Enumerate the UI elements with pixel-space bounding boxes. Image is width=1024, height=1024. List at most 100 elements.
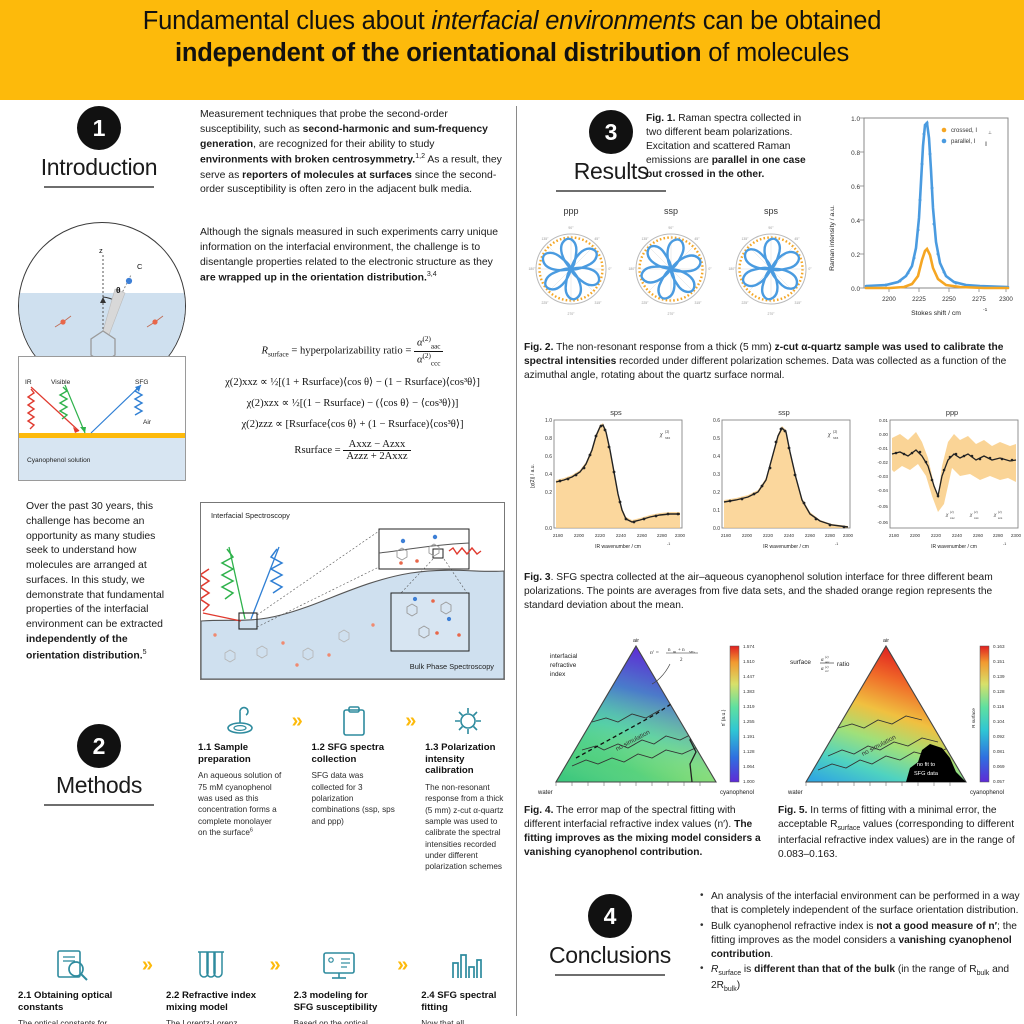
conclusion-3-sub-b: bulk	[976, 970, 990, 978]
fig3-sps-label: sps	[610, 408, 622, 417]
svg-text:1.0: 1.0	[545, 418, 552, 424]
polar-panel-ssp: ssp	[624, 206, 718, 327]
fig4-text: The error map of the spectral fitting wi…	[524, 805, 736, 831]
intro-paragraph-2: Although the signals measured in such ex…	[200, 226, 505, 287]
section-number-badge: 1	[77, 106, 121, 150]
svg-text:Stokes shift / cm: Stokes shift / cm	[911, 310, 961, 317]
intro-p2-text-a: Although the signals measured in such ex…	[200, 227, 499, 268]
svg-text:225°: 225°	[541, 301, 549, 305]
svg-text:1.447: 1.447	[743, 674, 755, 679]
conclusion-item-3: Rsurface is different than that of the b…	[698, 962, 1020, 994]
intro-p1-bold-b: environments with broken centrosymmetry.	[200, 154, 416, 166]
conclusion-1-text: An analysis of the interfacial environme…	[711, 891, 1020, 916]
intro-p2-bold-a: are wrapped up in the orientation distri…	[200, 272, 427, 284]
svg-text:-0.03: -0.03	[878, 474, 889, 479]
fig5-mask-label-2: SFG data	[914, 771, 939, 777]
svg-text:C: C	[137, 262, 143, 271]
methods-row1-text: 1.1 Sample preparation An aqueous soluti…	[198, 742, 510, 873]
eq-num-sub: aac	[430, 342, 441, 351]
fig5-sub: surface	[837, 825, 861, 833]
svg-text:0.8: 0.8	[545, 436, 552, 442]
svg-text:0.139: 0.139	[993, 674, 1005, 679]
method-step-2-1: 2.1 Obtaining optical constants The opti…	[18, 990, 129, 1024]
fig3-label: Fig. 3	[524, 572, 551, 583]
svg-text:2300: 2300	[843, 533, 854, 538]
method-body-text: Now that all components are in place, we…	[421, 1019, 465, 1024]
section-header-conclusions: 4 Conclusions	[530, 894, 690, 976]
svg-text:0.4: 0.4	[545, 472, 552, 478]
svg-text:0.2: 0.2	[851, 252, 860, 259]
svg-text:90°: 90°	[568, 226, 574, 230]
svg-text:parallel, I: parallel, I	[951, 139, 976, 145]
figure-5-caption: Fig. 5. In terms of fitting with a minim…	[778, 804, 1022, 862]
method-body-text: The optical constants for cyanophenol we…	[18, 1019, 108, 1024]
svg-text:(2): (2)	[825, 665, 829, 669]
section-number-badge: 4	[588, 894, 632, 938]
eq-den-sub: ccc	[430, 359, 441, 368]
svg-text:aac: aac	[825, 660, 830, 664]
equation-r-surface-definition: Rsurface = hyperpolarizability ratio = α…	[200, 335, 505, 367]
svg-text:0.128: 0.128	[993, 689, 1005, 694]
section-title: Conclusions	[549, 942, 671, 968]
eq-num-alpha: α	[416, 337, 423, 349]
beam-arrows-svg	[26, 384, 144, 434]
svg-text:45°: 45°	[694, 237, 700, 241]
svg-text:0.5: 0.5	[713, 436, 720, 442]
svg-text:2240: 2240	[616, 533, 627, 538]
fig4-title-3: index	[550, 671, 566, 678]
svg-text:1.574: 1.574	[743, 644, 755, 649]
polar-label-ssp: ssp	[663, 206, 678, 216]
svg-text:-1: -1	[983, 307, 988, 313]
svg-text:0.2: 0.2	[545, 490, 552, 496]
svg-text:χ: χ	[969, 512, 973, 518]
svg-text:2200: 2200	[574, 533, 585, 538]
figure-2-caption: Fig. 2. The non-resonant response from a…	[524, 341, 1020, 383]
figure-1-raman-plot: 1.0 0.8 0.6 0.4 0.2 0.0 2200 2225 2250 2275 230…	[820, 108, 1022, 330]
intro-p1-ref: 1,2	[415, 153, 426, 161]
fig4-bold: The fitting improves as the mixing model…	[524, 819, 761, 859]
orientation-diagram-svg: z C θ	[54, 246, 164, 388]
eq-sub-surface: surface	[267, 350, 289, 359]
svg-text:2250: 2250	[942, 296, 956, 303]
svg-text:2220: 2220	[763, 533, 774, 538]
svg-text:0.8: 0.8	[851, 150, 860, 157]
beam-label-air: Air	[143, 419, 152, 426]
svg-text:Raman intensity / a.u.: Raman intensity / a.u.	[829, 205, 836, 271]
method-step-body: Now that all components are in place, we…	[421, 1018, 510, 1024]
conclusion-3-text-c: (in the range of R	[895, 964, 977, 976]
svg-text:∥: ∥	[985, 141, 987, 147]
svg-text:0.1: 0.1	[713, 508, 720, 514]
svg-text:2180: 2180	[889, 533, 900, 538]
svg-text:2300: 2300	[999, 296, 1013, 303]
fig3-panel-ssp: ssp 0.60.50.4 0.30.	[713, 408, 854, 550]
svg-text:135°: 135°	[641, 237, 649, 241]
polar-svg-ssp: 90° 0° 270° 180° 45° 135° 225° 315°	[628, 226, 712, 316]
aside-text-a: Over the past 30 years, this challenge h…	[26, 501, 165, 631]
fig2-label: Fig. 2.	[524, 342, 554, 353]
figure-5-ternary-map: no fit to SFG data no simulation air wat…	[774, 632, 1022, 804]
fig5-svg: no fit to SFG data no simulation air wat…	[787, 638, 1005, 796]
polar-plot-row: ppp	[524, 206, 818, 327]
eq4-lhs: Rsurface =	[294, 445, 341, 457]
svg-text:0.057: 0.057	[993, 779, 1005, 784]
polar-panel-sps: sps	[724, 206, 818, 327]
method-step-title: 2.4 SFG spectral fitting	[421, 990, 497, 1013]
method-step-body: Based on the optical constants obtained,…	[293, 1019, 368, 1024]
svg-text:-1: -1	[1003, 542, 1006, 546]
method-step-body: SFG data was collected for 3 polarizatio…	[311, 771, 395, 826]
svg-text:2260: 2260	[805, 533, 816, 538]
svg-text:2260: 2260	[973, 533, 984, 538]
method-step-body: An aqueous solution of 75 mM cyanophenol…	[198, 770, 283, 838]
section-rule	[44, 804, 154, 806]
svg-text:135°: 135°	[541, 237, 549, 241]
svg-text:2300: 2300	[1011, 533, 1022, 538]
fig4-title-1: interfacial	[550, 653, 577, 660]
svg-text:2280: 2280	[825, 533, 836, 538]
equation-chi-xzx: χ(2)xzx ∝ ½[(1 − Rsurface) − (⟨cos θ⟩ − …	[246, 398, 459, 410]
intro-p1-text-b: , are recognized for their ability to st…	[253, 138, 435, 150]
fig3-text: . SFG spectra collected at the air–aqueo…	[524, 572, 993, 612]
eq-num-sup: (2)	[422, 335, 431, 343]
bar-chart-icon	[421, 944, 510, 986]
fig2-text-a: The non-resonant response from a thick (…	[553, 342, 775, 353]
